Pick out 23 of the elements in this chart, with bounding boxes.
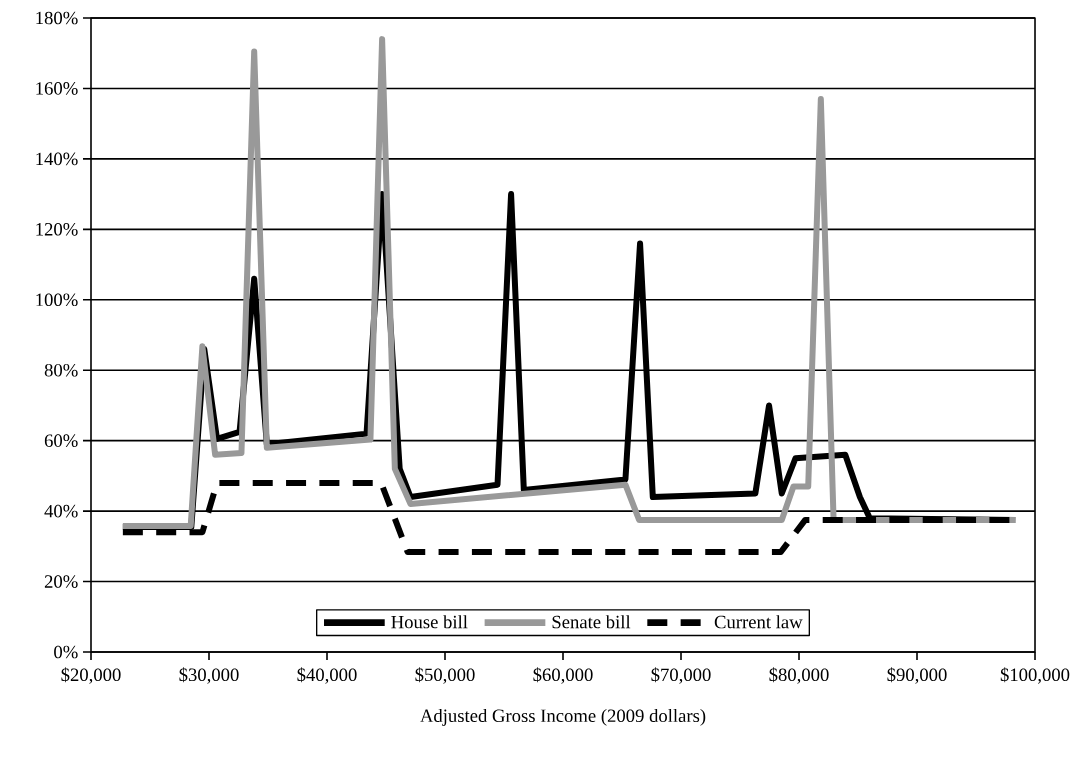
y-tick-label: 20%	[44, 575, 78, 588]
x-tick-label: $50,000	[415, 667, 475, 684]
y-tick-label: 0%	[54, 645, 78, 659]
x-tick-label: $70,000	[651, 667, 711, 684]
legend-label: House bill	[391, 615, 468, 629]
y-tick-label: 140%	[36, 152, 78, 166]
x-tick-label: $30,000	[179, 667, 239, 684]
y-tick-label: 80%	[44, 363, 78, 377]
x-tick-label: $90,000	[887, 667, 947, 684]
y-tick-label: 120%	[36, 222, 78, 236]
x-tick-label: $60,000	[533, 667, 593, 684]
y-tick-label: 160%	[36, 82, 78, 95]
x-tick-label: $80,000	[769, 667, 829, 684]
x-tick-label: $100,000	[1000, 667, 1070, 684]
y-tick-label: 180%	[36, 11, 78, 25]
y-tick-label: 100%	[36, 293, 78, 307]
y-tick-label: 40%	[44, 504, 78, 518]
x-tick-label: $20,000	[61, 667, 121, 684]
x-axis-title: Adjusted Gross Income (2009 dollars)	[420, 708, 706, 726]
y-tick-label: 60%	[44, 434, 78, 447]
x-tick-label: $40,000	[297, 667, 357, 684]
legend-label: Senate bill	[552, 615, 631, 629]
legend-label: Current law	[714, 615, 803, 629]
